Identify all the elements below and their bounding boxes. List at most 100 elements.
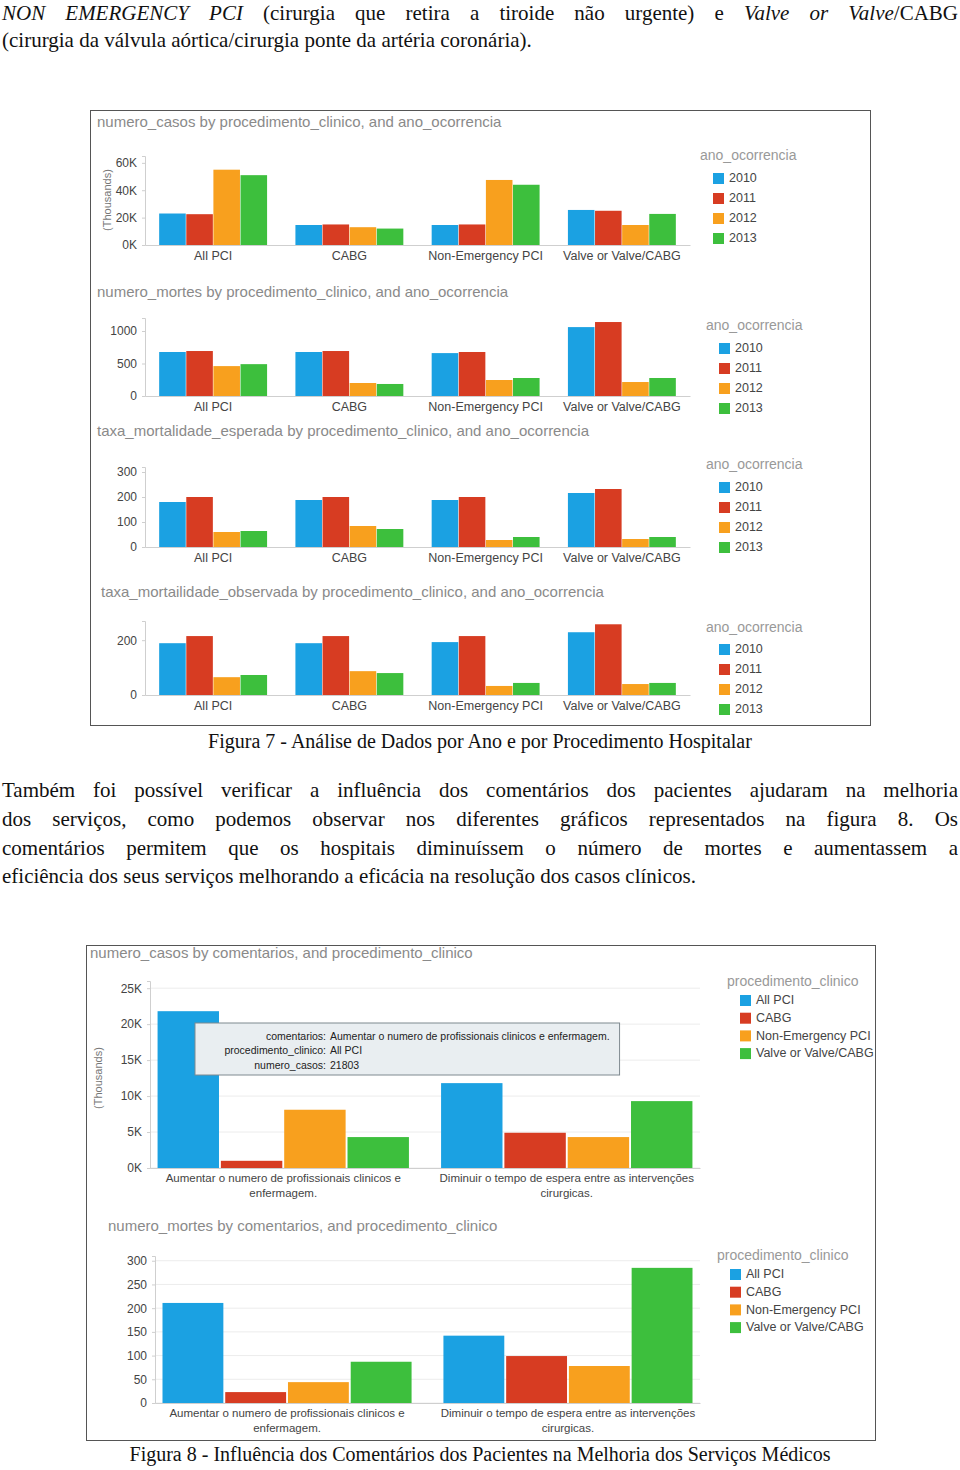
bar: [163, 1303, 224, 1403]
chart: numero_mortes by procedimento_clinico, a…: [97, 283, 803, 415]
chart-title: taxa_mortailidade_observada by procedime…: [101, 583, 604, 600]
chart-title: numero_casos by procedimento_clinico, an…: [97, 113, 502, 130]
tick-label: 0: [130, 389, 137, 403]
tick-label: Aumentar o numero de profissionais clini…: [166, 1172, 401, 1199]
bar: [377, 384, 404, 396]
tick: 0K: [127, 1161, 150, 1175]
x-axis: Aumentar o numero de profissionais clini…: [156, 1403, 701, 1434]
grid-line: [150, 1096, 700, 1097]
bar: [432, 642, 459, 695]
tick-mark: [142, 640, 145, 641]
legend-swatch: [740, 995, 751, 1006]
y-axis: 0200: [117, 622, 146, 703]
series: [284, 1110, 629, 1168]
legend: ano_ocorrencia2010201120122013: [706, 619, 803, 716]
bars: [159, 322, 676, 396]
tick-mark: [142, 695, 145, 696]
tick: 200: [117, 634, 145, 648]
bars: [158, 1011, 693, 1168]
tick: 250: [127, 1278, 155, 1292]
legend-label: 2011: [729, 191, 756, 205]
legend-swatch: [730, 1287, 741, 1298]
series: [241, 364, 676, 396]
bar: [595, 211, 622, 245]
grid-line: [155, 1355, 700, 1356]
tick-mark: [142, 331, 145, 332]
series: [241, 175, 676, 245]
chart: numero_mortes by comentarios, and proced…: [108, 1217, 864, 1434]
tick-mark: [152, 1332, 155, 1333]
tick-label: Diminuir o tempo de espera entre as inte…: [441, 1407, 696, 1434]
bar: [351, 1362, 412, 1403]
series: [213, 671, 648, 695]
bar: [186, 497, 213, 547]
bar: [377, 529, 404, 547]
grid: [150, 988, 700, 1168]
bar: [595, 624, 622, 695]
legend-label: 2011: [735, 662, 762, 676]
legend-label: 2012: [735, 682, 763, 696]
y-axis: 0K20K40K60K: [116, 156, 146, 252]
axis-line: [142, 468, 146, 548]
legend: ano_ocorrencia2010201120122013: [706, 456, 803, 554]
text-segment: (cirurgia que retira a tiroide não urgen…: [243, 1, 744, 25]
legend-swatch: [719, 343, 730, 354]
legend-label: 2010: [735, 642, 763, 656]
tick-label: 500: [117, 357, 137, 371]
tick-mark: [142, 364, 145, 365]
tick-label: 200: [117, 490, 137, 504]
tick: 200: [127, 1302, 155, 1316]
chart: numero_casos by procedimento_clinico, an…: [97, 113, 797, 263]
tick: Non-Emergency PCI: [428, 695, 543, 713]
bar: [513, 683, 540, 695]
tick-mark: [152, 1261, 155, 1262]
series: [159, 632, 594, 695]
x-axis: All PCICABGNon-Emergency PCIValve or Val…: [146, 396, 691, 414]
legend-label: 2010: [729, 171, 757, 185]
tick-mark: [142, 190, 145, 191]
text-line: NON EMERGENCY PCI (cirurgia que retira a…: [2, 0, 958, 26]
tick: Diminuir o tempo de espera entre as inte…: [440, 1168, 695, 1199]
axis-line: [146, 695, 691, 696]
bar: [513, 378, 540, 396]
bar: [350, 526, 377, 547]
legend-swatch: [730, 1304, 741, 1315]
tick: CABG: [332, 547, 367, 565]
chart: taxa_mortalidade_esperada by procediment…: [97, 422, 803, 565]
legend-label: 2011: [735, 361, 762, 375]
legend-label: Valve or Valve/CABG: [756, 1046, 874, 1060]
bar: [459, 224, 486, 245]
tick-label: 50: [134, 1373, 148, 1387]
legend-label: 2012: [735, 381, 763, 395]
tick-label-line: enfermagem.: [253, 1422, 321, 1434]
bar: [159, 502, 186, 547]
bar: [443, 1336, 504, 1403]
tick-label-line: Aumentar o numero de profissionais clini…: [169, 1407, 404, 1419]
bar: [186, 351, 213, 396]
tick-label-line: enfermagem.: [249, 1187, 317, 1199]
bar: [323, 636, 350, 695]
axis-line: [156, 1403, 701, 1404]
tick: 300: [127, 1254, 155, 1268]
tick-label-line: Aumentar o numero de profissionais clini…: [166, 1172, 401, 1184]
bar: [504, 1133, 565, 1168]
bar: [486, 686, 513, 695]
legend-swatch: [730, 1269, 741, 1280]
series: [241, 529, 676, 547]
bar: [295, 352, 322, 396]
bar: [459, 352, 486, 396]
bar: [486, 380, 513, 396]
tick: Non-Emergency PCI: [428, 245, 543, 263]
legend-label: All PCI: [756, 993, 794, 1007]
bar: [568, 1137, 629, 1168]
bar: [350, 671, 377, 695]
tick: 500: [117, 357, 145, 371]
bar: [486, 540, 513, 547]
tick: 200: [117, 490, 145, 504]
legend-swatch: [719, 542, 730, 553]
bar: [284, 1110, 345, 1168]
tick-mark: [152, 1403, 155, 1404]
tick-mark: [142, 522, 145, 523]
tick-label-line: Diminuir o tempo de espera entre as inte…: [441, 1407, 696, 1419]
tick: 0: [130, 540, 145, 554]
